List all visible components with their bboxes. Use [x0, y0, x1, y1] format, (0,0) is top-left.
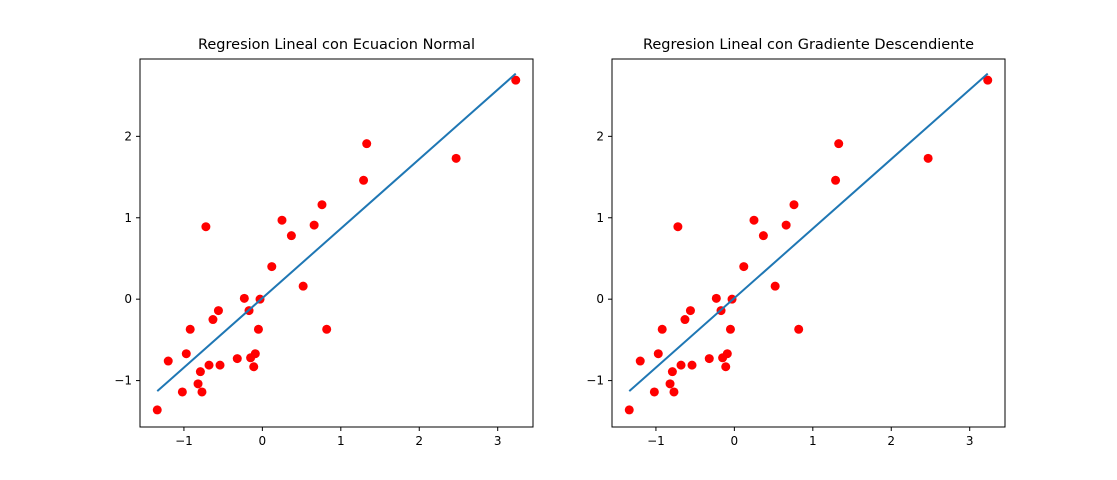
chart-marks-left: −1 0 1 2 3 −1 0 1 2	[114, 72, 521, 448]
data-point-right	[923, 153, 933, 163]
data-point-right	[649, 387, 659, 397]
data-point-right	[635, 356, 645, 366]
data-point-left	[298, 281, 308, 291]
y-tick-label-right: 2	[596, 129, 604, 143]
data-point-left	[286, 231, 296, 241]
data-point-right	[725, 324, 735, 334]
data-point-right	[685, 306, 695, 316]
x-tick-label-left: 2	[415, 434, 423, 448]
data-point-right	[676, 360, 686, 370]
data-point-left	[197, 387, 207, 397]
data-point-left	[239, 293, 249, 303]
data-point-right	[704, 354, 714, 364]
data-point-right	[781, 220, 791, 230]
data-point-right	[673, 222, 683, 232]
data-point-right	[739, 262, 749, 272]
data-point-left	[309, 220, 319, 230]
x-tick-label-left: −1	[175, 434, 193, 448]
data-point-right	[758, 231, 768, 241]
data-point-left	[213, 306, 223, 316]
y-tick-label-right: −1	[586, 374, 604, 388]
data-point-right	[770, 281, 780, 291]
data-point-right	[687, 360, 697, 370]
data-point-left	[208, 315, 218, 325]
data-point-right	[657, 324, 667, 334]
x-tick-label-right: 0	[731, 434, 739, 448]
data-point-left	[359, 175, 369, 185]
data-point-left	[317, 200, 327, 210]
data-point-right	[669, 387, 679, 397]
data-point-left	[250, 349, 260, 359]
axes-frame-left	[139, 58, 534, 428]
x-tick-label-right: 3	[966, 434, 974, 448]
data-point-left	[177, 387, 187, 397]
data-point-left	[232, 354, 242, 364]
data-point-right	[831, 175, 841, 185]
data-point-left	[204, 360, 214, 370]
y-tick-label-right: 0	[596, 292, 604, 306]
y-tick-label-left: 1	[124, 211, 132, 225]
data-point-left	[249, 362, 259, 372]
data-point-right	[653, 349, 663, 359]
data-point-left	[195, 367, 205, 377]
data-point-right	[665, 379, 675, 389]
axes-frame-right	[611, 58, 1006, 428]
data-point-left	[185, 324, 195, 334]
chart-panel-right: Regresion Lineal con Gradiente Descendie…	[586, 37, 1006, 448]
data-point-right	[983, 75, 993, 85]
data-point-right	[711, 293, 721, 303]
data-point-left	[193, 379, 203, 389]
data-point-left	[322, 324, 332, 334]
y-tick-label-left: −1	[114, 374, 132, 388]
data-point-left	[267, 262, 277, 272]
x-tick-label-left: 1	[337, 434, 345, 448]
x-tick-label-left: 3	[494, 434, 502, 448]
y-tick-label-left: 0	[124, 292, 132, 306]
data-point-left	[201, 222, 211, 232]
y-tick-label-right: 1	[596, 211, 604, 225]
data-point-right	[794, 324, 804, 334]
chart-panel-left: Regresion Lineal con Ecuacion Normal −1 0…	[114, 37, 534, 448]
data-point-left	[215, 360, 225, 370]
x-tick-label-right: −1	[647, 434, 665, 448]
data-point-right	[722, 349, 732, 359]
data-point-left	[277, 215, 287, 225]
data-point-left	[152, 405, 162, 415]
data-point-left	[362, 139, 372, 149]
data-point-left	[451, 153, 461, 163]
data-point-right	[624, 405, 634, 415]
chart-title-right: Regresion Lineal con Gradiente Descendie…	[643, 37, 974, 53]
data-point-right	[680, 315, 690, 325]
x-tick-label-right: 2	[887, 434, 895, 448]
data-point-right	[721, 362, 731, 372]
x-tick-label-left: 0	[259, 434, 267, 448]
y-tick-label-left: 2	[124, 129, 132, 143]
data-point-left	[163, 356, 173, 366]
x-tick-label-right: 1	[809, 434, 817, 448]
regression-line-left	[156, 72, 517, 392]
chart-title-left: Regresion Lineal con Ecuacion Normal	[198, 37, 475, 53]
data-point-left	[511, 75, 521, 85]
regression-line-right	[628, 72, 989, 392]
chart-marks-right: −1 0 1 2 3 −1 0 1 2	[586, 72, 993, 448]
data-point-right	[789, 200, 799, 210]
data-point-left	[181, 349, 191, 359]
data-point-left	[253, 324, 263, 334]
data-point-right	[834, 139, 844, 149]
data-point-right	[667, 367, 677, 377]
data-point-right	[749, 215, 759, 225]
